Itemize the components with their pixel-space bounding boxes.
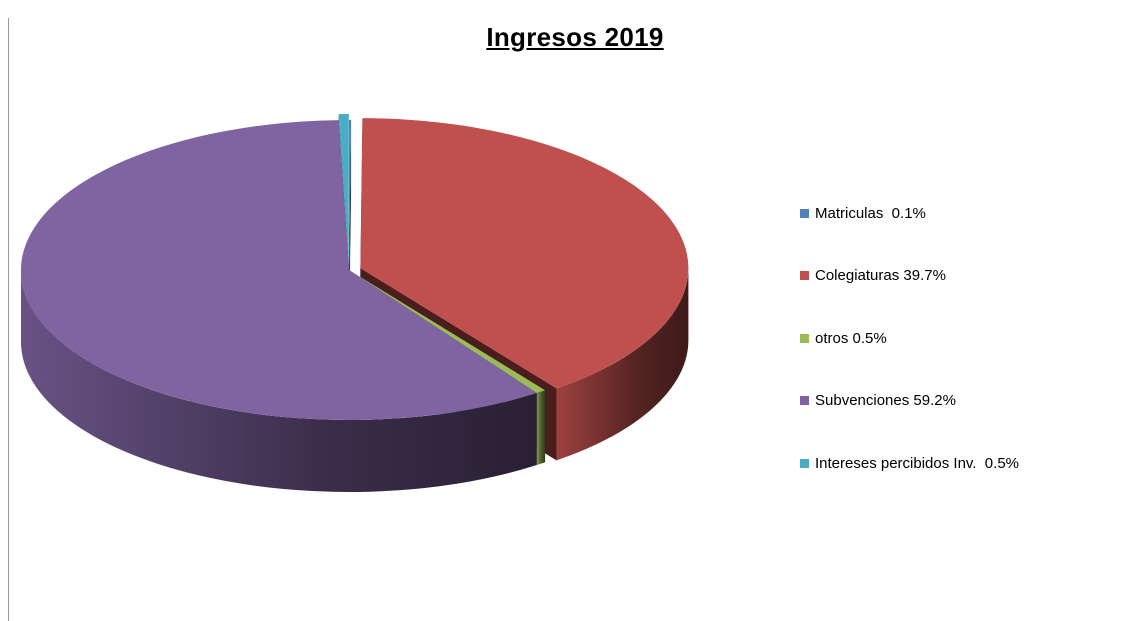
legend-label: Subvenciones 59.2% [815,392,956,409]
legend-swatch [800,396,809,405]
legend-swatch [800,458,809,468]
pie-slice [338,114,349,265]
pie-side-wall [536,390,546,465]
pie-top-layer [21,114,689,421]
pie-slice [349,120,352,270]
legend-label: Colegiaturas 39.7% [815,267,946,284]
legend-item: Matriculas 0.1% [800,203,1019,223]
legend-item: otros 0.5% [800,328,1019,348]
legend-swatch [800,208,809,218]
legend-item: Subvenciones 59.2% [800,391,1019,411]
pie-side-wall [21,270,537,493]
legend-item: Intereses percibidos Inv. 0.5% [800,453,1019,473]
left-border-line [8,18,9,621]
pie-slice [21,120,537,421]
chart-title: Ingresos 2019 [486,22,664,52]
legend-swatch [800,333,809,343]
legend-label: Matriculas 0.1% [815,204,926,222]
legend-label: otros 0.5% [815,329,887,347]
pie-side-wall [556,268,689,461]
legend-swatch [800,271,809,280]
chart-legend: Matriculas 0.1% Colegiaturas 39.7% otros 0… [800,203,1019,516]
legend-label: Intereses percibidos Inv. 0.5% [815,454,1019,472]
legend-item: Colegiaturas 39.7% [800,266,1019,286]
pie-chart [21,114,689,493]
pie-slice [360,118,689,389]
pie-slice [349,270,546,393]
